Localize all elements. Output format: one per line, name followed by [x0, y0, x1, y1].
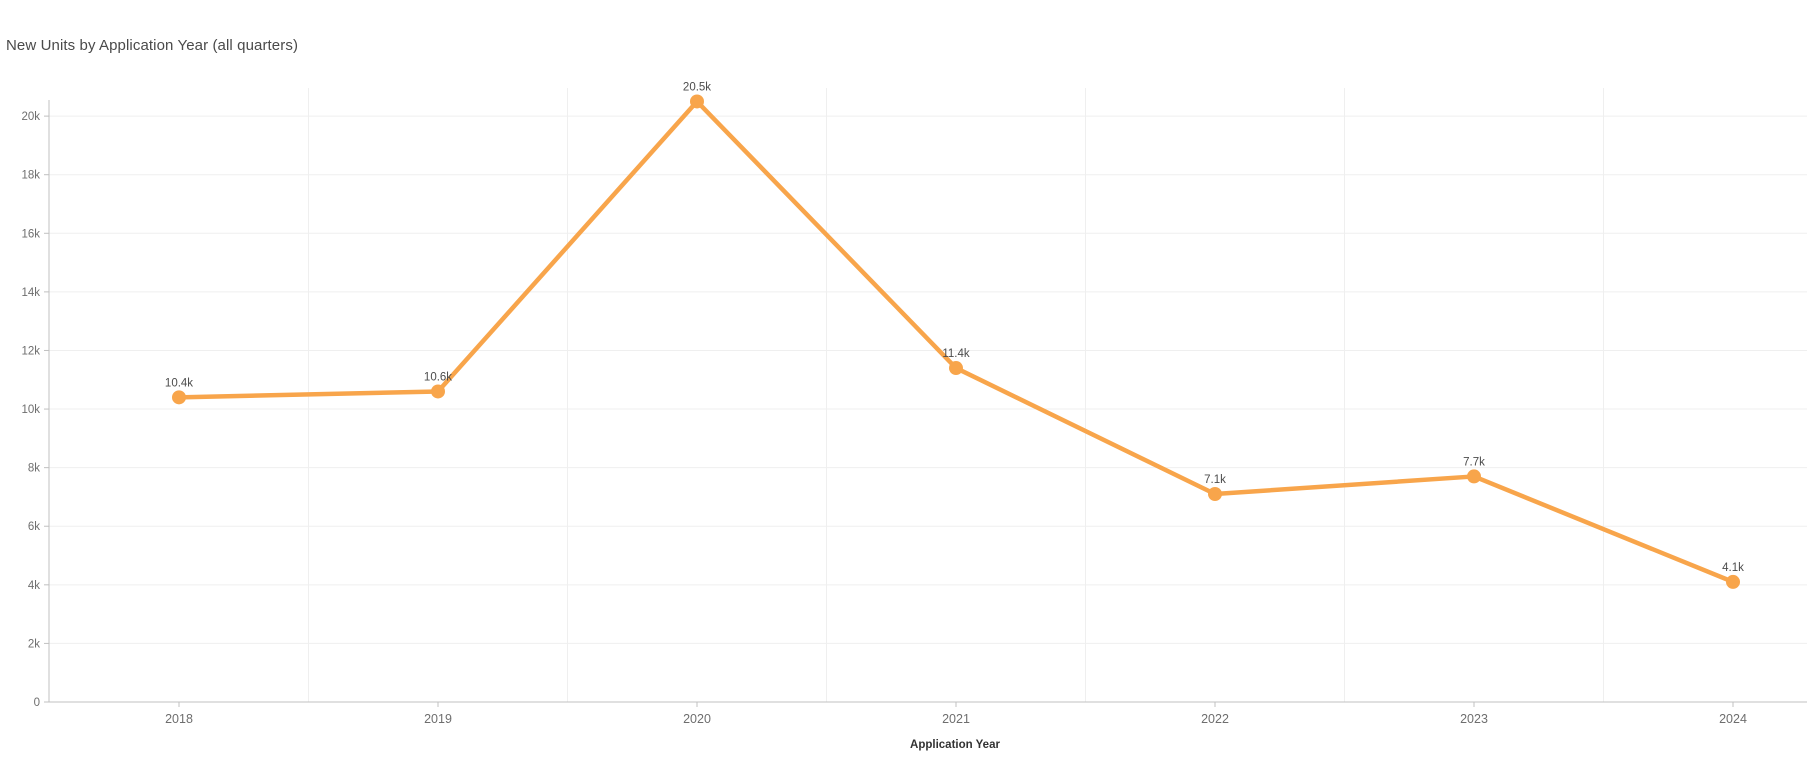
data-point[interactable] [431, 384, 445, 399]
y-tick-label: 4k [28, 580, 40, 592]
data-point-label: 7.7k [1463, 456, 1485, 468]
data-point-label: 10.4k [165, 377, 193, 389]
data-point-label: 7.1k [1204, 474, 1226, 486]
x-tick-label: 2023 [1460, 712, 1488, 726]
y-tick-label: 8k [28, 463, 40, 475]
x-tick-label: 2022 [1201, 712, 1229, 726]
data-point[interactable] [1208, 487, 1222, 502]
x-tick-label: 2020 [683, 712, 711, 726]
data-point-label: 20.5k [683, 81, 711, 93]
data-point[interactable] [1467, 469, 1481, 484]
data-point[interactable] [1726, 574, 1740, 589]
y-tick-label: 12k [21, 345, 40, 357]
data-point[interactable] [172, 390, 186, 405]
x-tick-label: 2021 [942, 712, 970, 726]
y-tick-label: 14k [21, 287, 40, 299]
data-point[interactable] [949, 361, 963, 376]
data-point-label: 4.1k [1722, 562, 1744, 574]
chart-render-root: 0 2k 4k 6k 8k 10k 12k 14k 16k 18k 20k 2018 2019 2020 2… [21, 81, 1807, 726]
y-tick-label: 0 [34, 697, 40, 709]
x-tick-label: 2024 [1719, 712, 1747, 726]
data-line [176, 99, 1736, 585]
y-tick-label: 6k [28, 521, 40, 533]
data-point[interactable] [690, 94, 704, 109]
y-tick-label: 16k [21, 228, 40, 240]
chart-title: New Units by Application Year (all quart… [6, 37, 299, 54]
x-axis-title: Application Year [910, 739, 1000, 751]
y-tick-label: 2k [28, 638, 40, 650]
y-tick-label: 18k [21, 170, 40, 182]
x-tick-label: 2019 [424, 712, 452, 726]
x-tick-label: 2018 [165, 712, 193, 726]
y-tick-label: 20k [21, 111, 40, 123]
data-point-label: 11.4k [942, 348, 970, 360]
data-point-label: 10.6k [424, 371, 452, 383]
y-tick-label: 10k [21, 404, 40, 416]
